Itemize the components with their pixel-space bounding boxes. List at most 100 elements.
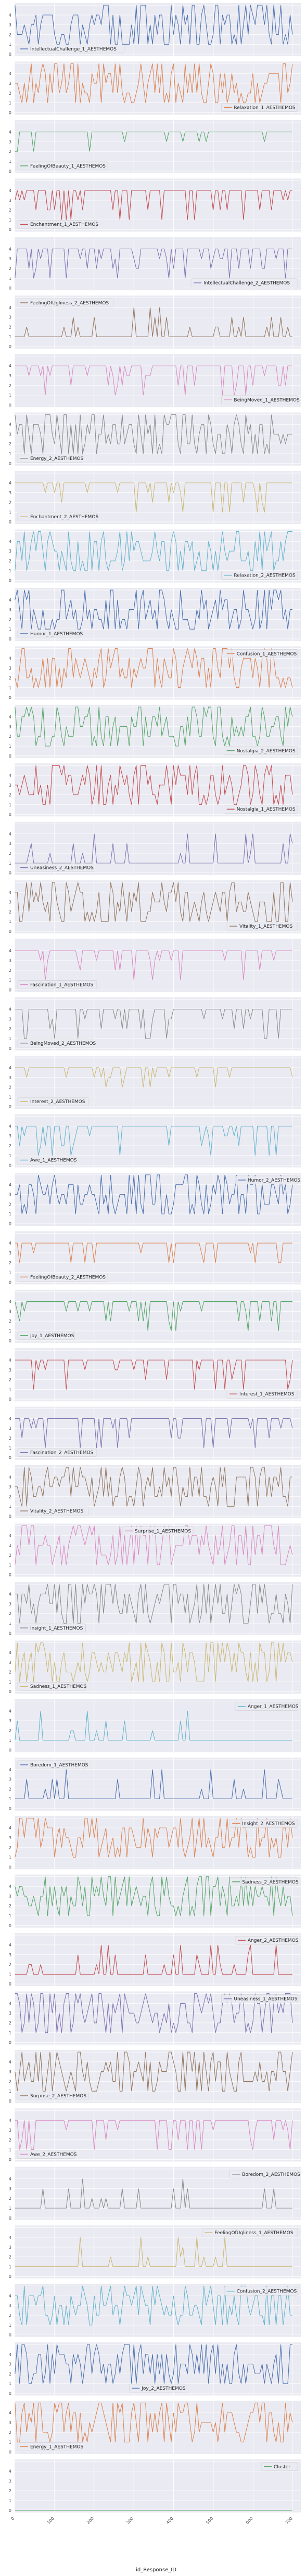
y-tick-label: 0 [9, 227, 11, 232]
legend: Enchantment_1_AESTHEMOS [17, 220, 98, 229]
y-tick-label: 4 [9, 130, 11, 135]
series-line [15, 248, 292, 278]
y-tick-label: 1 [9, 919, 11, 924]
legend-label: Relaxation_2_AESTHEMOS [234, 573, 296, 579]
series-line [15, 2237, 292, 2267]
y-tick-label: 3 [9, 1134, 11, 1138]
y-tick-label: 3 [9, 2362, 11, 2367]
series-line [15, 1125, 292, 1156]
legend-label: Confusion_2_AESTHEMOS [237, 2289, 297, 2295]
y-tick-label: 2 [9, 1144, 11, 1148]
legend-box [221, 395, 298, 404]
panel-Insight_1_AESTHEMOS: 0 1 2 3 4 Insight_1_AESTHEMOS [9, 1582, 301, 1636]
legend: BeingMoved_1_AESTHEMOS [221, 395, 300, 404]
panel-Uneasiness_1_AESTHEMOS: 0 1 2 3 4 Uneasiness_1_AESTHEMOS [9, 1991, 301, 2045]
y-tick-label: 0 [9, 1982, 11, 1987]
y-tick-label: 0 [9, 1163, 11, 1168]
legend: Nostalgia_1_AESTHEMOS [224, 804, 298, 814]
y-tick-label: 4 [9, 2411, 11, 2415]
y-tick-label: 1 [9, 861, 11, 866]
y-tick-label: 2 [9, 1963, 11, 1967]
panel-Sadness_1_AESTHEMOS: 0 1 2 3 4 Sadness_1_AESTHEMOS [9, 1641, 301, 1694]
legend-box [235, 1702, 298, 1711]
y-tick-label: 3 [9, 608, 11, 612]
legend: Interest_2_AESTHEMOS [17, 1097, 89, 1106]
panel-Humor_2_AESTHEMOS: 0 1 2 3 4 Humor_2_AESTHEMOS [9, 1173, 301, 1226]
legend-label: Uneasiness_1_AESTHEMOS [234, 1997, 297, 2002]
panel-Confusion_2_AESTHEMOS: 0 1 2 3 4 Confusion_2_AESTHEMOS [9, 2284, 301, 2338]
legend: Boredom_1_AESTHEMOS [17, 1760, 88, 1770]
series-line [15, 589, 292, 630]
legend-box [235, 1175, 298, 1185]
legend-label: BeingMoved_1_AESTHEMOS [234, 398, 300, 403]
y-tick-label: 2 [9, 968, 11, 973]
y-tick-label: 0 [9, 403, 11, 407]
panel-Relaxation_1_AESTHEMOS: 0 1 2 3 4 Relaxation_1_AESTHEMOS [9, 61, 301, 115]
y-tick-label: 4 [9, 2469, 11, 2474]
panel-FeelingOfBeauty_2_AESTHEMOS: 0 1 2 3 4 FeelingOfBeauty_2_AESTHEMOS [9, 1231, 301, 1285]
y-tick-label: 2 [9, 793, 11, 798]
legend-box [17, 2150, 75, 2159]
legend-box [17, 2442, 83, 2451]
series-line [15, 2402, 293, 2443]
y-tick-label: 1 [9, 627, 11, 632]
legend-box [221, 1994, 298, 2003]
series-line [15, 5, 293, 45]
y-tick-label: 0 [9, 462, 11, 466]
y-tick-label: 1 [9, 978, 11, 983]
x-axis-label: id_Response_ID [136, 2567, 176, 2573]
legend: Interest_1_AESTHEMOS [226, 1389, 298, 1399]
legend-label: Humor_2_AESTHEMOS [248, 1178, 301, 1183]
legend: Uneasiness_2_AESTHEMOS [17, 863, 94, 872]
series-line [15, 1418, 293, 1448]
y-tick-label: 2 [9, 1378, 11, 1382]
y-tick-label: 0 [9, 1339, 11, 1343]
legend-label: FeelingOfBeauty_2_AESTHEMOS [30, 1275, 106, 1280]
y-tick-label: 4 [9, 13, 11, 18]
legend-box [17, 454, 83, 463]
series-line [15, 648, 293, 688]
y-tick-label: 3 [9, 2303, 11, 2308]
series-line [15, 765, 293, 805]
panel-background [15, 2459, 301, 2513]
y-tick-label: 1 [9, 686, 11, 690]
legend-label: Uneasiness_2_AESTHEMOS [30, 866, 94, 871]
legend-label: IntellectualChallenge_2_AESTHEMOS [203, 281, 290, 286]
legend: Confusion_1_AESTHEMOS [224, 649, 298, 658]
legend-label: Fascination_2_AESTHEMOS [30, 1451, 94, 1456]
legend-box [229, 1819, 298, 1828]
y-tick-label: 3 [9, 1777, 11, 1782]
y-tick-label: 3 [9, 1953, 11, 1957]
y-tick-label: 3 [9, 2011, 11, 2016]
y-tick-label: 4 [9, 1066, 11, 1070]
y-tick-label: 4 [9, 1533, 11, 1538]
y-tick-label: 0 [9, 169, 11, 174]
series-line [15, 707, 293, 747]
y-tick-label: 0 [9, 2333, 11, 2338]
y-tick-label: 4 [9, 1300, 11, 1304]
y-tick-label: 4 [9, 1475, 11, 1480]
y-tick-label: 0 [9, 1865, 11, 1869]
panel-Energy_1_AESTHEMOS: 0 1 2 3 4 Energy_1_AESTHEMOS [9, 2401, 301, 2454]
legend-box [17, 1156, 75, 1164]
legend: Enchantment_2_AESTHEMOS [17, 512, 98, 521]
legend: Relaxation_2_AESTHEMOS [221, 571, 298, 580]
y-tick-label: 2 [9, 208, 11, 213]
y-tick-label: 2 [9, 149, 11, 154]
y-tick-label: 1 [9, 1095, 11, 1099]
panel-Boredom_2_AESTHEMOS: 0 1 2 3 4 Boredom_2_AESTHEMOS [9, 2167, 301, 2221]
panel-Fascination_2_AESTHEMOS: 0 1 2 3 4 Fascination_2_AESTHEMOS [9, 1406, 301, 1460]
y-tick-label: 0 [9, 1397, 11, 1402]
y-tick-label: 4 [9, 1124, 11, 1129]
series-line [15, 882, 293, 922]
legend: Insight_1_AESTHEMOS [17, 1623, 86, 1633]
y-tick-label: 4 [9, 715, 11, 720]
legend: Vitality_1_AESTHEMOS [226, 921, 298, 931]
y-tick-label: 2 [9, 559, 11, 563]
panel-FeelingOfBeauty_1_AESTHEMOS: 0 1 2 3 4 FeelingOfBeauty_1_AESTHEMOS [9, 120, 301, 174]
y-tick-label: 1 [9, 510, 11, 515]
legend-box [17, 1682, 86, 1691]
series-line [15, 2052, 293, 2092]
legend-label: Anger_1_AESTHEMOS [248, 1704, 299, 1710]
